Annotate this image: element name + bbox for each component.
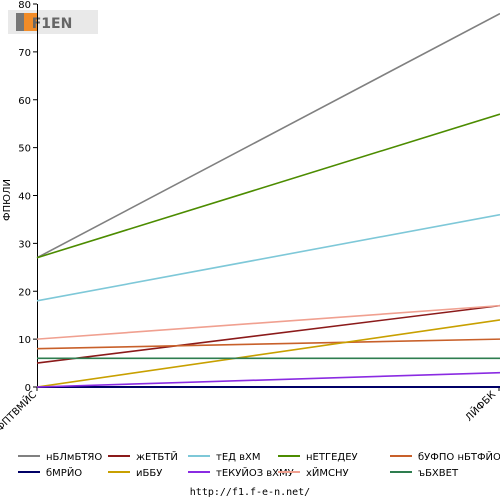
legend-label: ъБХВЕТ: [418, 468, 459, 479]
series-line: [36, 319, 500, 388]
series-lines: [36, 12, 500, 388]
y-tick-label: 50: [18, 144, 31, 155]
y-tick-label: 20: [18, 287, 31, 298]
legend-label: бМРЙО: [46, 466, 82, 479]
y-tick-label: 60: [18, 96, 31, 107]
series-line: [36, 113, 500, 259]
series-line: [36, 213, 500, 302]
y-axis-ticks: 0 10 20 30 40 50 60 70 80: [18, 0, 37, 394]
y-tick-label: 10: [18, 335, 31, 346]
x-tick-label: ЙФПТВМЙС: [0, 388, 39, 439]
legend: нБЛмБТЯО жЕТБТЙ тЕД вХМ нЕТГЕДЕУ бУФПО нБТФЙ…: [18, 450, 500, 479]
y-tick-label: 0: [25, 383, 31, 394]
y-tick-label: 70: [18, 48, 31, 59]
series-line: [36, 304, 500, 364]
x-axis-ticks: ЙФПТВМЙС ЛЙФБК: [0, 387, 500, 439]
logo-text: F1EN: [32, 16, 73, 32]
legend-label: жЕТБТЙ: [136, 450, 178, 463]
legend-label: бУФПО нБТФЙО: [418, 450, 500, 463]
legend-label: нЕТГЕДЕУ: [306, 452, 358, 463]
series-line: [36, 338, 500, 350]
y-tick-label: 40: [18, 192, 31, 203]
legend-label: тЕКУЙОЗ вХМУ: [216, 466, 294, 479]
y-tick-label: 30: [18, 239, 31, 250]
series-line: [36, 304, 500, 340]
legend-label: иББУ: [136, 468, 162, 479]
series-line: [36, 12, 500, 259]
footer-url: http://f1.f-e-n.net/: [190, 487, 310, 498]
series-line: [36, 371, 500, 388]
legend-label: хЙМСНУ: [306, 466, 349, 479]
y-tick-label: 80: [18, 0, 31, 11]
y-axis-label: ФПЮЛИ: [2, 179, 13, 221]
logo: F1EN: [8, 10, 98, 34]
legend-label: нБЛмБТЯО: [46, 452, 102, 463]
x-tick-label: ЛЙФБК: [462, 388, 498, 424]
legend-label: тЕД вХМ: [216, 452, 261, 463]
